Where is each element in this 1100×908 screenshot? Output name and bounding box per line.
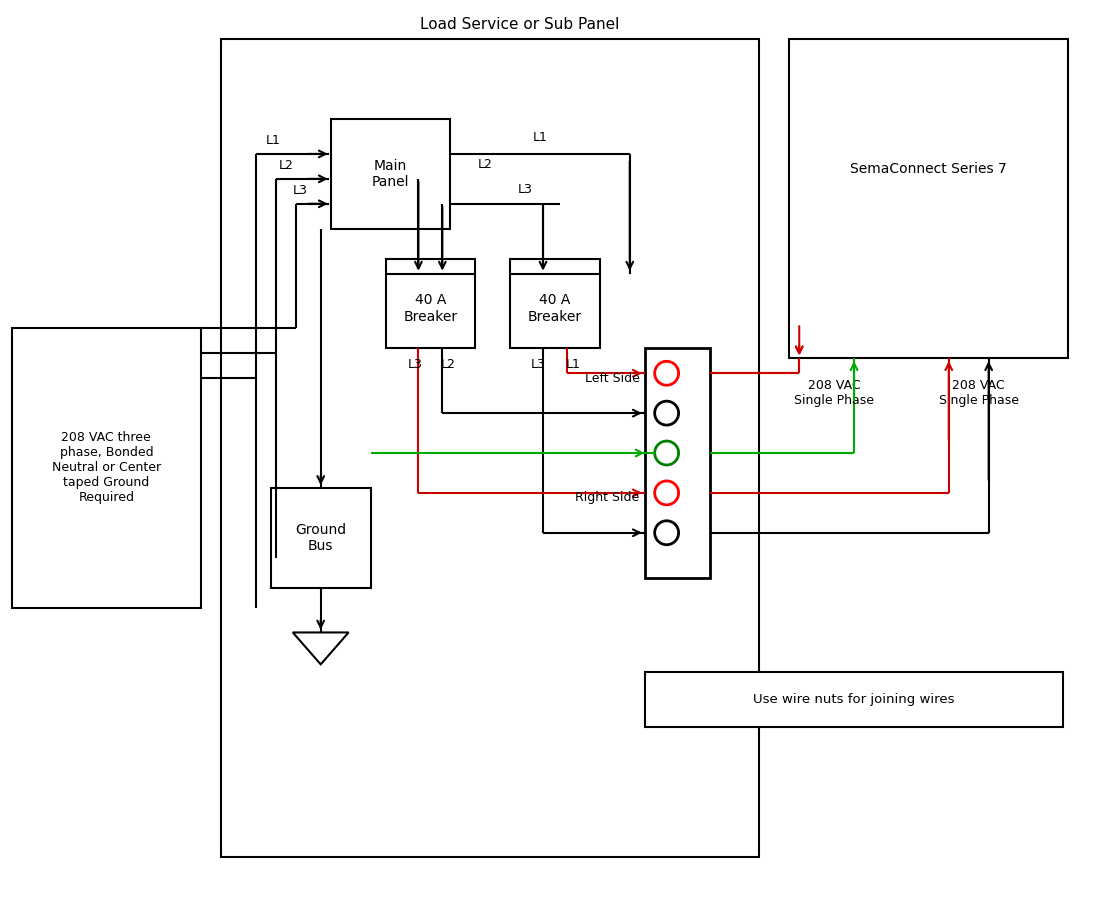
Bar <box>385 259 475 349</box>
Polygon shape <box>293 633 349 665</box>
Text: Left Side: Left Side <box>585 371 640 385</box>
Circle shape <box>654 361 679 385</box>
Bar <box>271 488 371 587</box>
Bar <box>645 672 1064 727</box>
Text: L1: L1 <box>266 134 280 147</box>
Bar <box>790 39 1068 359</box>
Bar <box>221 39 759 857</box>
Text: L3: L3 <box>518 183 532 196</box>
Circle shape <box>654 441 679 465</box>
Circle shape <box>654 521 679 545</box>
Text: Main
Panel: Main Panel <box>372 159 409 189</box>
Text: Use wire nuts for joining wires: Use wire nuts for joining wires <box>754 693 955 706</box>
Text: 208 VAC
Single Phase: 208 VAC Single Phase <box>938 380 1019 407</box>
Text: L3: L3 <box>408 359 422 371</box>
Text: SemaConnect Series 7: SemaConnect Series 7 <box>850 162 1008 176</box>
Text: L2: L2 <box>477 158 493 171</box>
Bar <box>12 329 201 607</box>
Bar <box>331 119 450 229</box>
Text: 40 A
Breaker: 40 A Breaker <box>404 293 458 323</box>
Bar <box>645 349 710 577</box>
Text: L3: L3 <box>293 183 308 197</box>
Text: L2: L2 <box>279 159 294 172</box>
Circle shape <box>654 401 679 425</box>
Text: 208 VAC
Single Phase: 208 VAC Single Phase <box>794 380 874 407</box>
Text: 208 VAC three
phase, Bonded
Neutral or Center
taped Ground
Required: 208 VAC three phase, Bonded Neutral or C… <box>52 431 161 505</box>
Text: L1: L1 <box>565 359 581 371</box>
Text: Ground
Bus: Ground Bus <box>295 523 346 553</box>
Text: L2: L2 <box>441 359 455 371</box>
Text: 40 A
Breaker: 40 A Breaker <box>528 293 582 323</box>
Text: Load Service or Sub Panel: Load Service or Sub Panel <box>420 17 619 32</box>
Bar <box>510 259 600 349</box>
Text: Right Side: Right Side <box>575 491 640 504</box>
Circle shape <box>654 481 679 505</box>
Text: L3: L3 <box>530 359 546 371</box>
Text: L1: L1 <box>532 131 548 144</box>
